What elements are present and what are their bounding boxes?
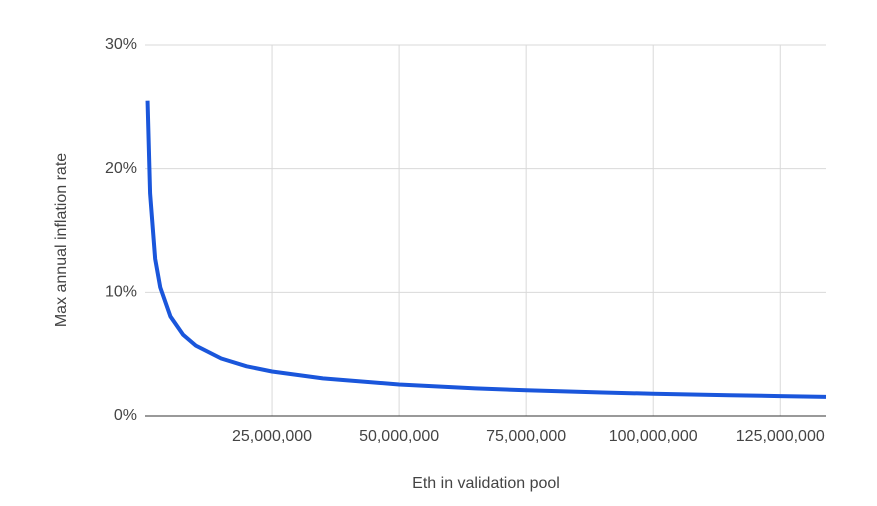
y-tick-label: 20%	[105, 160, 137, 177]
x-axis-title: Eth in validation pool	[412, 475, 560, 492]
x-tick-label: 75,000,000	[486, 428, 566, 445]
y-tick-label: 30%	[105, 36, 137, 53]
x-tick-label: 100,000,000	[609, 428, 698, 445]
x-tick-label: 125,000,000	[736, 428, 825, 445]
x-tick-label: 50,000,000	[359, 428, 439, 445]
y-axis-title: Max annual inflation rate	[53, 153, 70, 327]
y-tick-label: 10%	[105, 284, 137, 301]
line-series	[145, 100, 827, 399]
x-tick-label: 25,000,000	[232, 428, 312, 445]
y-tick-label: 0%	[114, 407, 137, 424]
